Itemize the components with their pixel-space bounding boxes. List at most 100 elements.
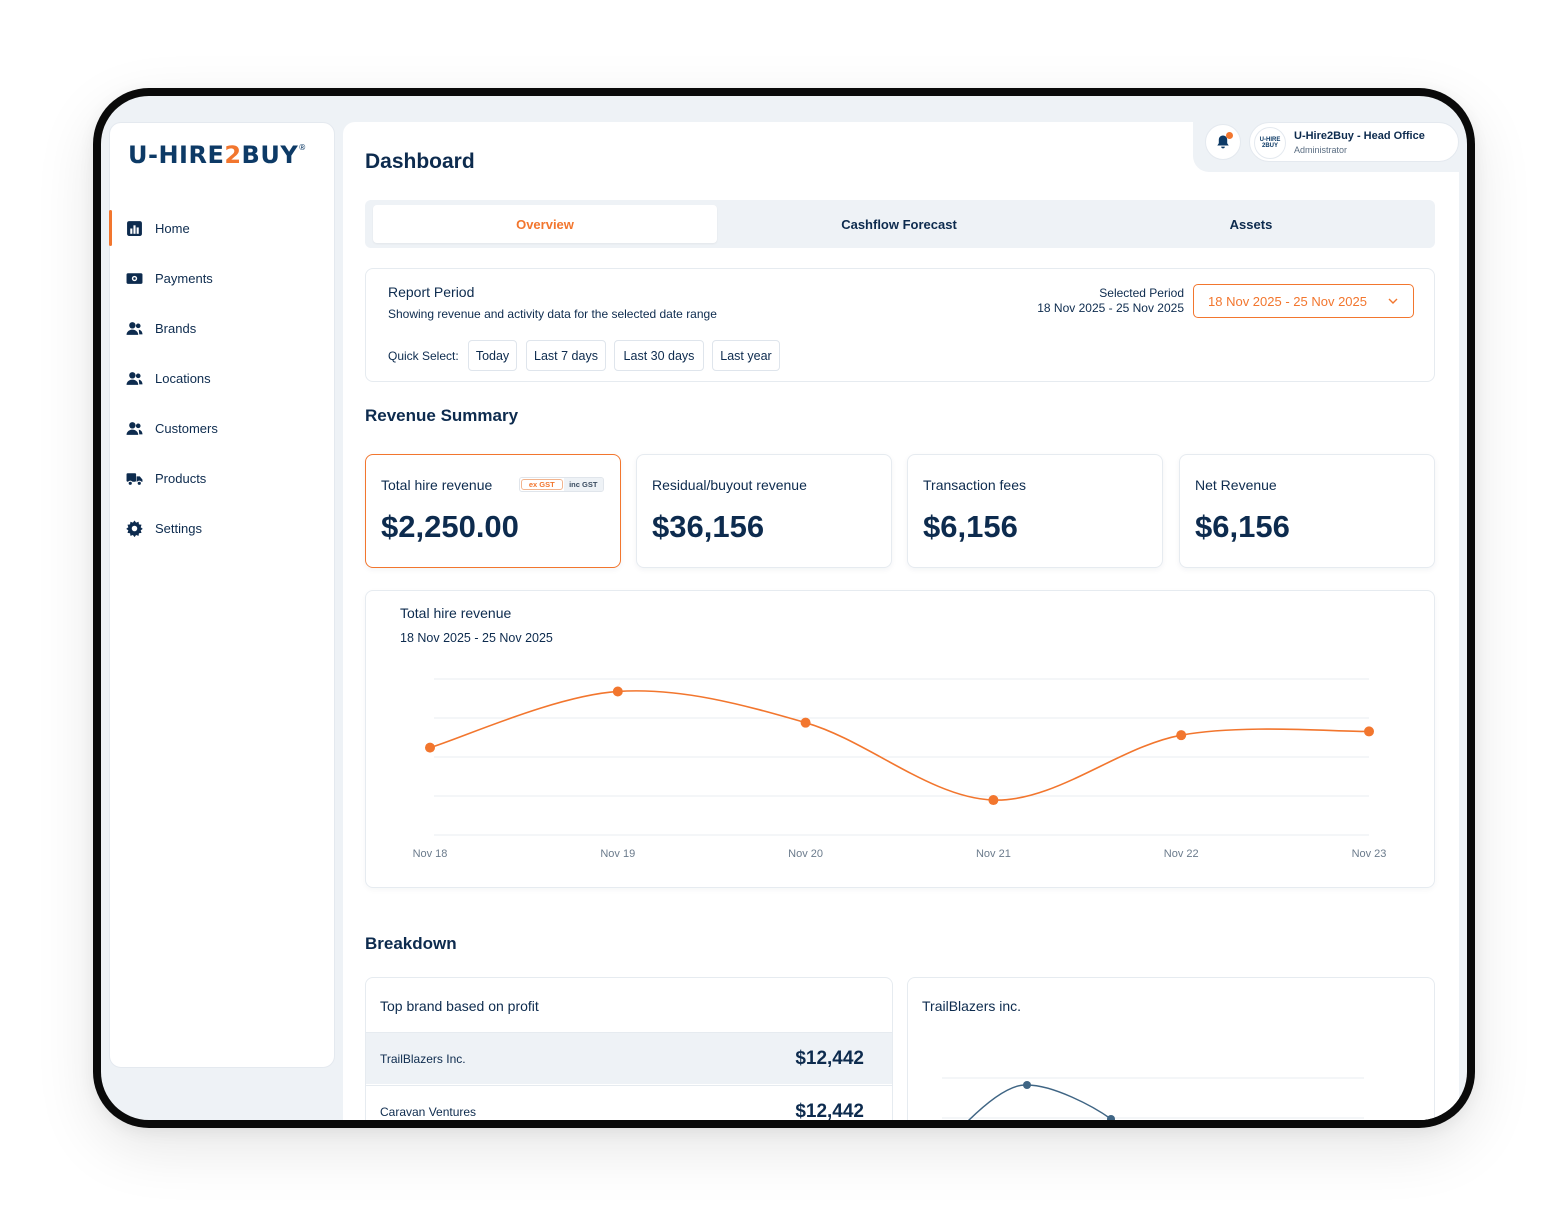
kpi-value: $6,156 [923,509,1018,544]
report-period-card: Report Period Showing revenue and activi… [365,268,1435,382]
kpi-value: $6,156 [1195,509,1290,544]
brand-name: Caravan Ventures [380,1104,477,1119]
gear-icon [126,520,143,537]
kpi-label: Total hire revenue [381,477,493,493]
notification-badge [1226,132,1233,139]
top-brand-card: Top brand based on profit TrailBlazers I… [365,977,893,1120]
quick-select-last-year[interactable]: Last year [712,340,780,371]
sidebar: U-HIRE2BUY® Home Payments Brands Locatio… [109,122,335,1068]
brand-detail-card: TrailBlazers inc. [907,977,1435,1120]
kpi-value: $2,250.00 [381,509,519,544]
users-icon [126,371,143,385]
data-point [1176,730,1187,741]
selected-period-label: Selected Period [1099,286,1184,300]
tab-cashflow-forecast[interactable]: Cashflow Forecast [841,216,957,232]
sidebar-item-locations[interactable]: Locations [110,353,334,403]
data-point [1364,726,1374,737]
kpi-total-hire-revenue[interactable]: Total hire revenue ex GST inc GST $2,250… [365,454,621,568]
main-content: Dashboard Overview Cashflow Forecast Ass… [343,122,1459,1120]
chart-icon [127,220,142,236]
brand-profit: $12,442 [795,1047,864,1069]
report-period-title: Report Period [388,284,475,300]
brand-logo[interactable]: U-HIRE2BUY® [128,141,307,169]
cash-icon [126,272,143,284]
tablet-frame: U-HIRE2BUY® Home Payments Brands Locatio… [93,88,1475,1128]
data-point [1023,1081,1031,1089]
chevron-down-icon [1388,298,1398,304]
sidebar-item-label: Home [155,220,190,236]
chart-title: Total hire revenue [400,605,512,621]
kpi-label: Transaction fees [923,477,1026,493]
gst-toggle: ex GST inc GST [519,477,604,492]
x-tick-label: Nov 22 [1164,848,1199,860]
revenue-summary-title: Revenue Summary [365,406,519,425]
quick-select-last-30-days[interactable]: Last 30 days [614,340,704,371]
x-tick-label: Nov 19 [600,848,635,860]
kpi-value: $36,156 [652,509,765,544]
kpi-label: Residual/buyout revenue [652,477,807,493]
sidebar-item-products[interactable]: Products [110,453,334,503]
report-period-subtitle: Showing revenue and activity data for th… [388,307,717,321]
chart-subtitle: 18 Nov 2025 - 25 Nov 2025 [400,631,553,645]
date-range-value: 18 Nov 2025 - 25 Nov 2025 [1208,293,1367,309]
sidebar-item-label: Brands [155,320,197,336]
tab-bar: Overview Cashflow Forecast Assets [365,200,1435,248]
brand-detail-title: TrailBlazers inc. [922,998,1022,1014]
sidebar-item-label: Settings [155,520,202,536]
date-range-picker[interactable]: 18 Nov 2025 - 25 Nov 2025 [1193,284,1414,318]
x-tick-label: Nov 23 [1352,848,1387,860]
notifications-button[interactable] [1205,124,1241,160]
sidebar-nav: Home Payments Brands Locations Customers [109,203,334,553]
data-point [425,742,435,753]
kpi-transaction-fees[interactable]: Transaction fees $6,156 [907,454,1163,568]
page-title: Dashboard [365,150,475,173]
selected-period: Selected Period 18 Nov 2025 - 25 Nov 202… [1037,286,1184,316]
sidebar-item-customers[interactable]: Customers [110,403,334,453]
data-point [800,717,811,728]
brand-name: TrailBlazers Inc. [380,1051,466,1066]
revenue-line-chart: Nov 18 Nov 19 Nov 20 Nov 21 Nov 22 Nov 23 [413,678,1387,860]
breakdown-title: Breakdown [365,934,457,953]
truck-icon [126,472,143,486]
x-tick-label: Nov 21 [976,848,1011,860]
data-point [1107,1115,1115,1120]
users-icon [126,421,143,435]
sidebar-item-label: Payments [155,270,213,286]
quick-select-label: Quick Select: [388,349,459,363]
user-name: U-Hire2Buy - Head Office [1294,130,1425,142]
gst-ex-option[interactable]: ex GST [521,479,563,490]
top-brand-title: Top brand based on profit [380,998,539,1014]
bell-icon [1217,135,1229,149]
sidebar-item-label: Customers [155,420,218,436]
users-icon [126,321,143,335]
sidebar-item-home[interactable]: Home [109,203,334,253]
brand-profit: $12,442 [795,1100,864,1121]
user-menu[interactable]: U-HIRE 2BUY U-Hire2Buy - Head Office Adm… [1249,122,1459,162]
user-role: Administrator [1294,145,1348,155]
table-row[interactable]: Caravan Ventures $12,442 [366,1085,892,1120]
sidebar-item-label: Locations [155,370,211,386]
data-point [988,795,999,806]
quick-select-last-7-days[interactable]: Last 7 days [526,340,606,371]
data-point [612,686,623,697]
sidebar-item-settings[interactable]: Settings [110,503,334,553]
tab-overview[interactable]: Overview [373,205,717,243]
kpi-net-revenue[interactable]: Net Revenue $6,156 [1179,454,1435,568]
x-tick-label: Nov 18 [413,848,448,860]
brand-mini-chart [942,1077,1364,1120]
top-bar: U-HIRE 2BUY U-Hire2Buy - Head Office Adm… [1193,118,1461,172]
kpi-residual-buyout-revenue[interactable]: Residual/buyout revenue $36,156 [636,454,892,568]
sidebar-item-brands[interactable]: Brands [110,303,334,353]
gst-inc-option[interactable]: inc GST [563,478,603,491]
avatar: U-HIRE 2BUY [1254,127,1286,159]
tab-assets[interactable]: Assets [1229,216,1273,232]
sidebar-item-label: Products [155,470,207,486]
x-tick-label: Nov 20 [788,848,823,860]
kpi-label: Net Revenue [1195,477,1277,493]
table-row[interactable]: TrailBlazers Inc. $12,442 [366,1032,892,1084]
sidebar-item-payments[interactable]: Payments [110,253,334,303]
revenue-chart-card: Total hire revenue 18 Nov 2025 - 25 Nov … [365,590,1435,888]
screen: U-HIRE2BUY® Home Payments Brands Locatio… [101,96,1467,1120]
quick-select-today[interactable]: Today [468,340,517,371]
series-line [429,690,1370,801]
